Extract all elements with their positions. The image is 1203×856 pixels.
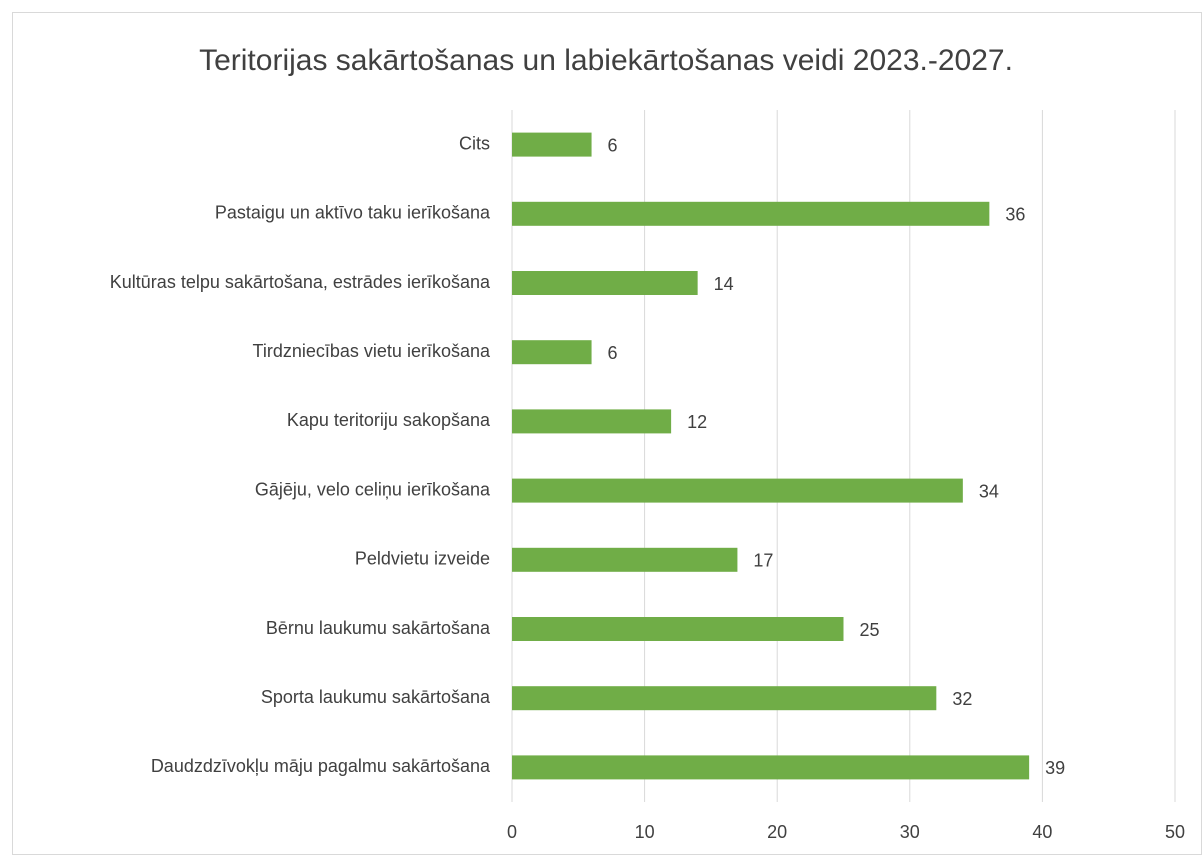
data-label: 14 bbox=[714, 274, 734, 294]
x-tick-label: 0 bbox=[507, 822, 517, 842]
x-tick-label: 30 bbox=[900, 822, 920, 842]
chart-border bbox=[12, 12, 1202, 855]
data-label: 32 bbox=[952, 689, 972, 709]
y-tick-label: Peldvietu izveide bbox=[355, 549, 490, 569]
data-label: 36 bbox=[1005, 205, 1025, 225]
y-tick-label: Bērnu laukumu sakārtošana bbox=[266, 618, 491, 638]
bar bbox=[512, 201, 990, 226]
data-label: 6 bbox=[608, 135, 618, 155]
x-tick-label: 40 bbox=[1032, 822, 1052, 842]
data-label: 6 bbox=[608, 343, 618, 363]
data-label: 39 bbox=[1045, 758, 1065, 778]
y-tick-label: Tirdzniecības vietu ierīkošana bbox=[253, 341, 491, 361]
bar bbox=[512, 271, 698, 295]
bar bbox=[512, 617, 844, 641]
data-label: 12 bbox=[687, 412, 707, 432]
x-tick-label: 20 bbox=[767, 822, 787, 842]
y-tick-label: Pastaigu un aktīvo taku ierīkošana bbox=[215, 203, 491, 223]
x-tick-label: 50 bbox=[1165, 822, 1185, 842]
y-tick-label: Kapu teritoriju sakopšana bbox=[287, 410, 491, 430]
data-label: 34 bbox=[979, 481, 999, 501]
x-tick-label: 10 bbox=[635, 822, 655, 842]
y-tick-label: Kultūras telpu sakārtošana, estrādes ier… bbox=[110, 272, 491, 292]
y-tick-label: Gājēju, velo celiņu ierīkošana bbox=[255, 479, 491, 499]
y-tick-label: Cits bbox=[459, 133, 490, 153]
bar bbox=[512, 547, 738, 572]
bar bbox=[512, 686, 937, 711]
bar bbox=[512, 409, 672, 434]
data-label: 25 bbox=[860, 620, 880, 640]
bar bbox=[512, 132, 592, 157]
y-tick-label: Daudzdzīvokļu māju pagalmu sakārtošana bbox=[151, 756, 491, 776]
chart-title: Teritorijas sakārtošanas un labiekārtoša… bbox=[199, 44, 1013, 77]
bar bbox=[512, 755, 1030, 780]
bar bbox=[512, 478, 963, 503]
y-tick-label: Sporta laukumu sakārtošana bbox=[261, 687, 491, 707]
data-label: 17 bbox=[753, 551, 773, 571]
bar bbox=[512, 340, 592, 365]
